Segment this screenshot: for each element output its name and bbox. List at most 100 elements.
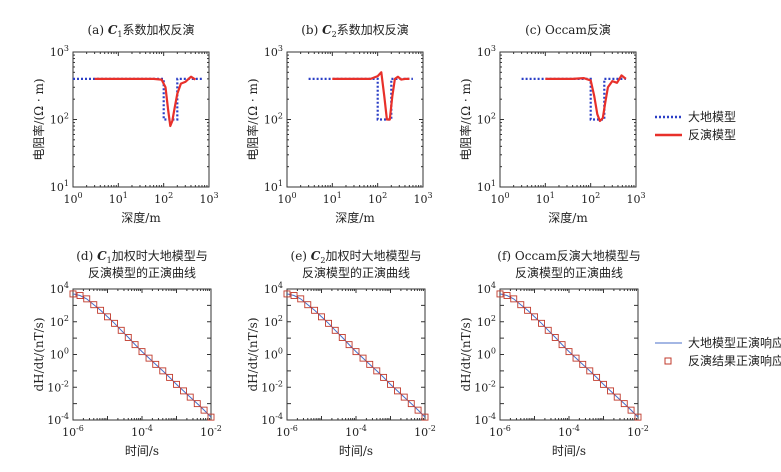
data-point-inversion-response [607, 387, 614, 395]
y-tick-label: 102 [264, 112, 283, 127]
x-tick-label: 102 [154, 191, 173, 206]
data-point-inversion-response [111, 319, 118, 327]
data-point-inversion-response [394, 387, 401, 395]
y-axis-label: dH/dt/(nT/s) [246, 317, 260, 391]
x-tick-label: 10-6 [276, 424, 298, 439]
series-inversion-model-line [545, 74, 627, 123]
legend-model-label: 大地模型 [688, 110, 736, 124]
data-point-inversion-response [76, 292, 84, 299]
chart-title: (f) Occam反演大地模型与 [497, 248, 640, 263]
y-tick-label: 104 [477, 281, 496, 296]
data-point-inversion-response [104, 313, 111, 321]
y-tick-label: 10-4 [261, 412, 283, 427]
data-point-inversion-response [138, 348, 146, 356]
data-point-inversion-response [69, 290, 77, 298]
x-tick-label: 102 [581, 191, 600, 206]
data-point-inversion-response [538, 319, 545, 327]
data-point-inversion-response [117, 326, 125, 334]
x-tick-label: 101 [323, 191, 342, 206]
data-point-inversion-response [124, 333, 132, 341]
x-tick-label: 10-2 [414, 424, 436, 439]
data-point-inversion-response [366, 360, 374, 368]
y-axis-label: 电阻率/(Ω · m) [458, 78, 473, 160]
y-tick-label: 10-2 [47, 379, 69, 394]
data-point-inversion-response [297, 295, 305, 303]
data-point-inversion-response [613, 393, 621, 401]
data-point-inversion-response [145, 354, 153, 362]
data-point-inversion-response [565, 348, 573, 356]
data-point-inversion-response [414, 406, 422, 414]
x-tick-label: 10-6 [489, 424, 511, 439]
x-axis-label: 深度/m [548, 210, 588, 225]
y-axis-label: 电阻率/(Ω · m) [245, 78, 260, 160]
data-point-inversion-response [400, 393, 408, 401]
data-point-inversion-response [387, 380, 394, 388]
chart-title: (b) C2系数加权反演 [301, 22, 409, 39]
chart-title-line2: 反演模型的正演曲线 [515, 265, 623, 280]
series-earth-model-line [73, 77, 202, 121]
data-point-inversion-response [558, 341, 566, 349]
y-tick-label: 102 [264, 314, 283, 329]
series-inversion-model-line [94, 75, 197, 128]
data-point-inversion-response [200, 406, 208, 414]
y-tick-label: 10-4 [474, 412, 496, 427]
data-point-inversion-response [325, 319, 332, 327]
chart-title: (e) C2加权时大地模型与 [291, 249, 422, 265]
series-model-response-line [72, 293, 212, 418]
data-point-inversion-response [531, 313, 538, 321]
y-tick-label: 100 [264, 347, 283, 362]
y-axis-label: 电阻率/(Ω · m) [31, 78, 46, 160]
data-point-inversion-response [97, 306, 105, 314]
data-point-inversion-response [627, 406, 635, 414]
x-tick-label: 100 [63, 191, 82, 206]
chart-title: (c) Occam反演 [525, 22, 611, 37]
y-tick-label: 100 [477, 347, 496, 362]
y-tick-label: 101 [477, 179, 496, 194]
x-tick-label: 103 [626, 191, 645, 206]
data-point-inversion-response [180, 387, 187, 395]
x-tick-label: 101 [536, 191, 555, 206]
data-point-inversion-response [159, 367, 167, 375]
data-point-inversion-response [331, 326, 339, 334]
legend-model-response-label: 大地模型正演响应 [688, 335, 781, 350]
y-tick-label: 104 [264, 281, 283, 296]
y-tick-label: 103 [477, 44, 496, 59]
x-tick-label: 103 [413, 191, 432, 206]
chart-title-line2: 反演模型的正演曲线 [88, 265, 196, 280]
y-tick-label: 102 [50, 112, 69, 127]
y-tick-label: 101 [264, 179, 283, 194]
data-point-inversion-response [551, 333, 559, 341]
data-point-inversion-response [345, 341, 353, 349]
data-point-inversion-response [373, 367, 381, 375]
legend-top: 大地模型 反演模型 [655, 110, 736, 142]
y-tick-label: 10-2 [474, 379, 496, 394]
data-point-inversion-response [600, 380, 607, 388]
y-tick-label: 10-4 [47, 412, 69, 427]
legend-inversion-response-label: 反演结果正演响应 [688, 353, 781, 368]
x-axis-label: 时间/s [125, 444, 159, 458]
x-axis-label: 时间/s [552, 444, 586, 458]
x-tick-label: 103 [199, 191, 218, 206]
x-axis-label: 时间/s [339, 444, 373, 458]
data-point-inversion-response [524, 306, 532, 314]
y-tick-label: 102 [50, 314, 69, 329]
data-point-inversion-response [579, 360, 587, 368]
y-axis-label: dH/dt/(nT/s) [32, 317, 46, 391]
y-tick-label: 101 [50, 179, 69, 194]
data-point-inversion-response [173, 380, 180, 388]
data-point-inversion-response [83, 295, 91, 303]
x-tick-label: 10-6 [62, 424, 84, 439]
series-model-response-line [499, 293, 639, 418]
data-point-inversion-response [207, 413, 215, 421]
y-tick-label: 10-2 [261, 379, 283, 394]
data-point-inversion-response [338, 333, 346, 341]
y-axis-label: dH/dt/(nT/s) [459, 317, 473, 391]
x-tick-label: 100 [490, 191, 509, 206]
series-model-response-line [286, 293, 426, 418]
data-point-inversion-response [407, 400, 415, 408]
